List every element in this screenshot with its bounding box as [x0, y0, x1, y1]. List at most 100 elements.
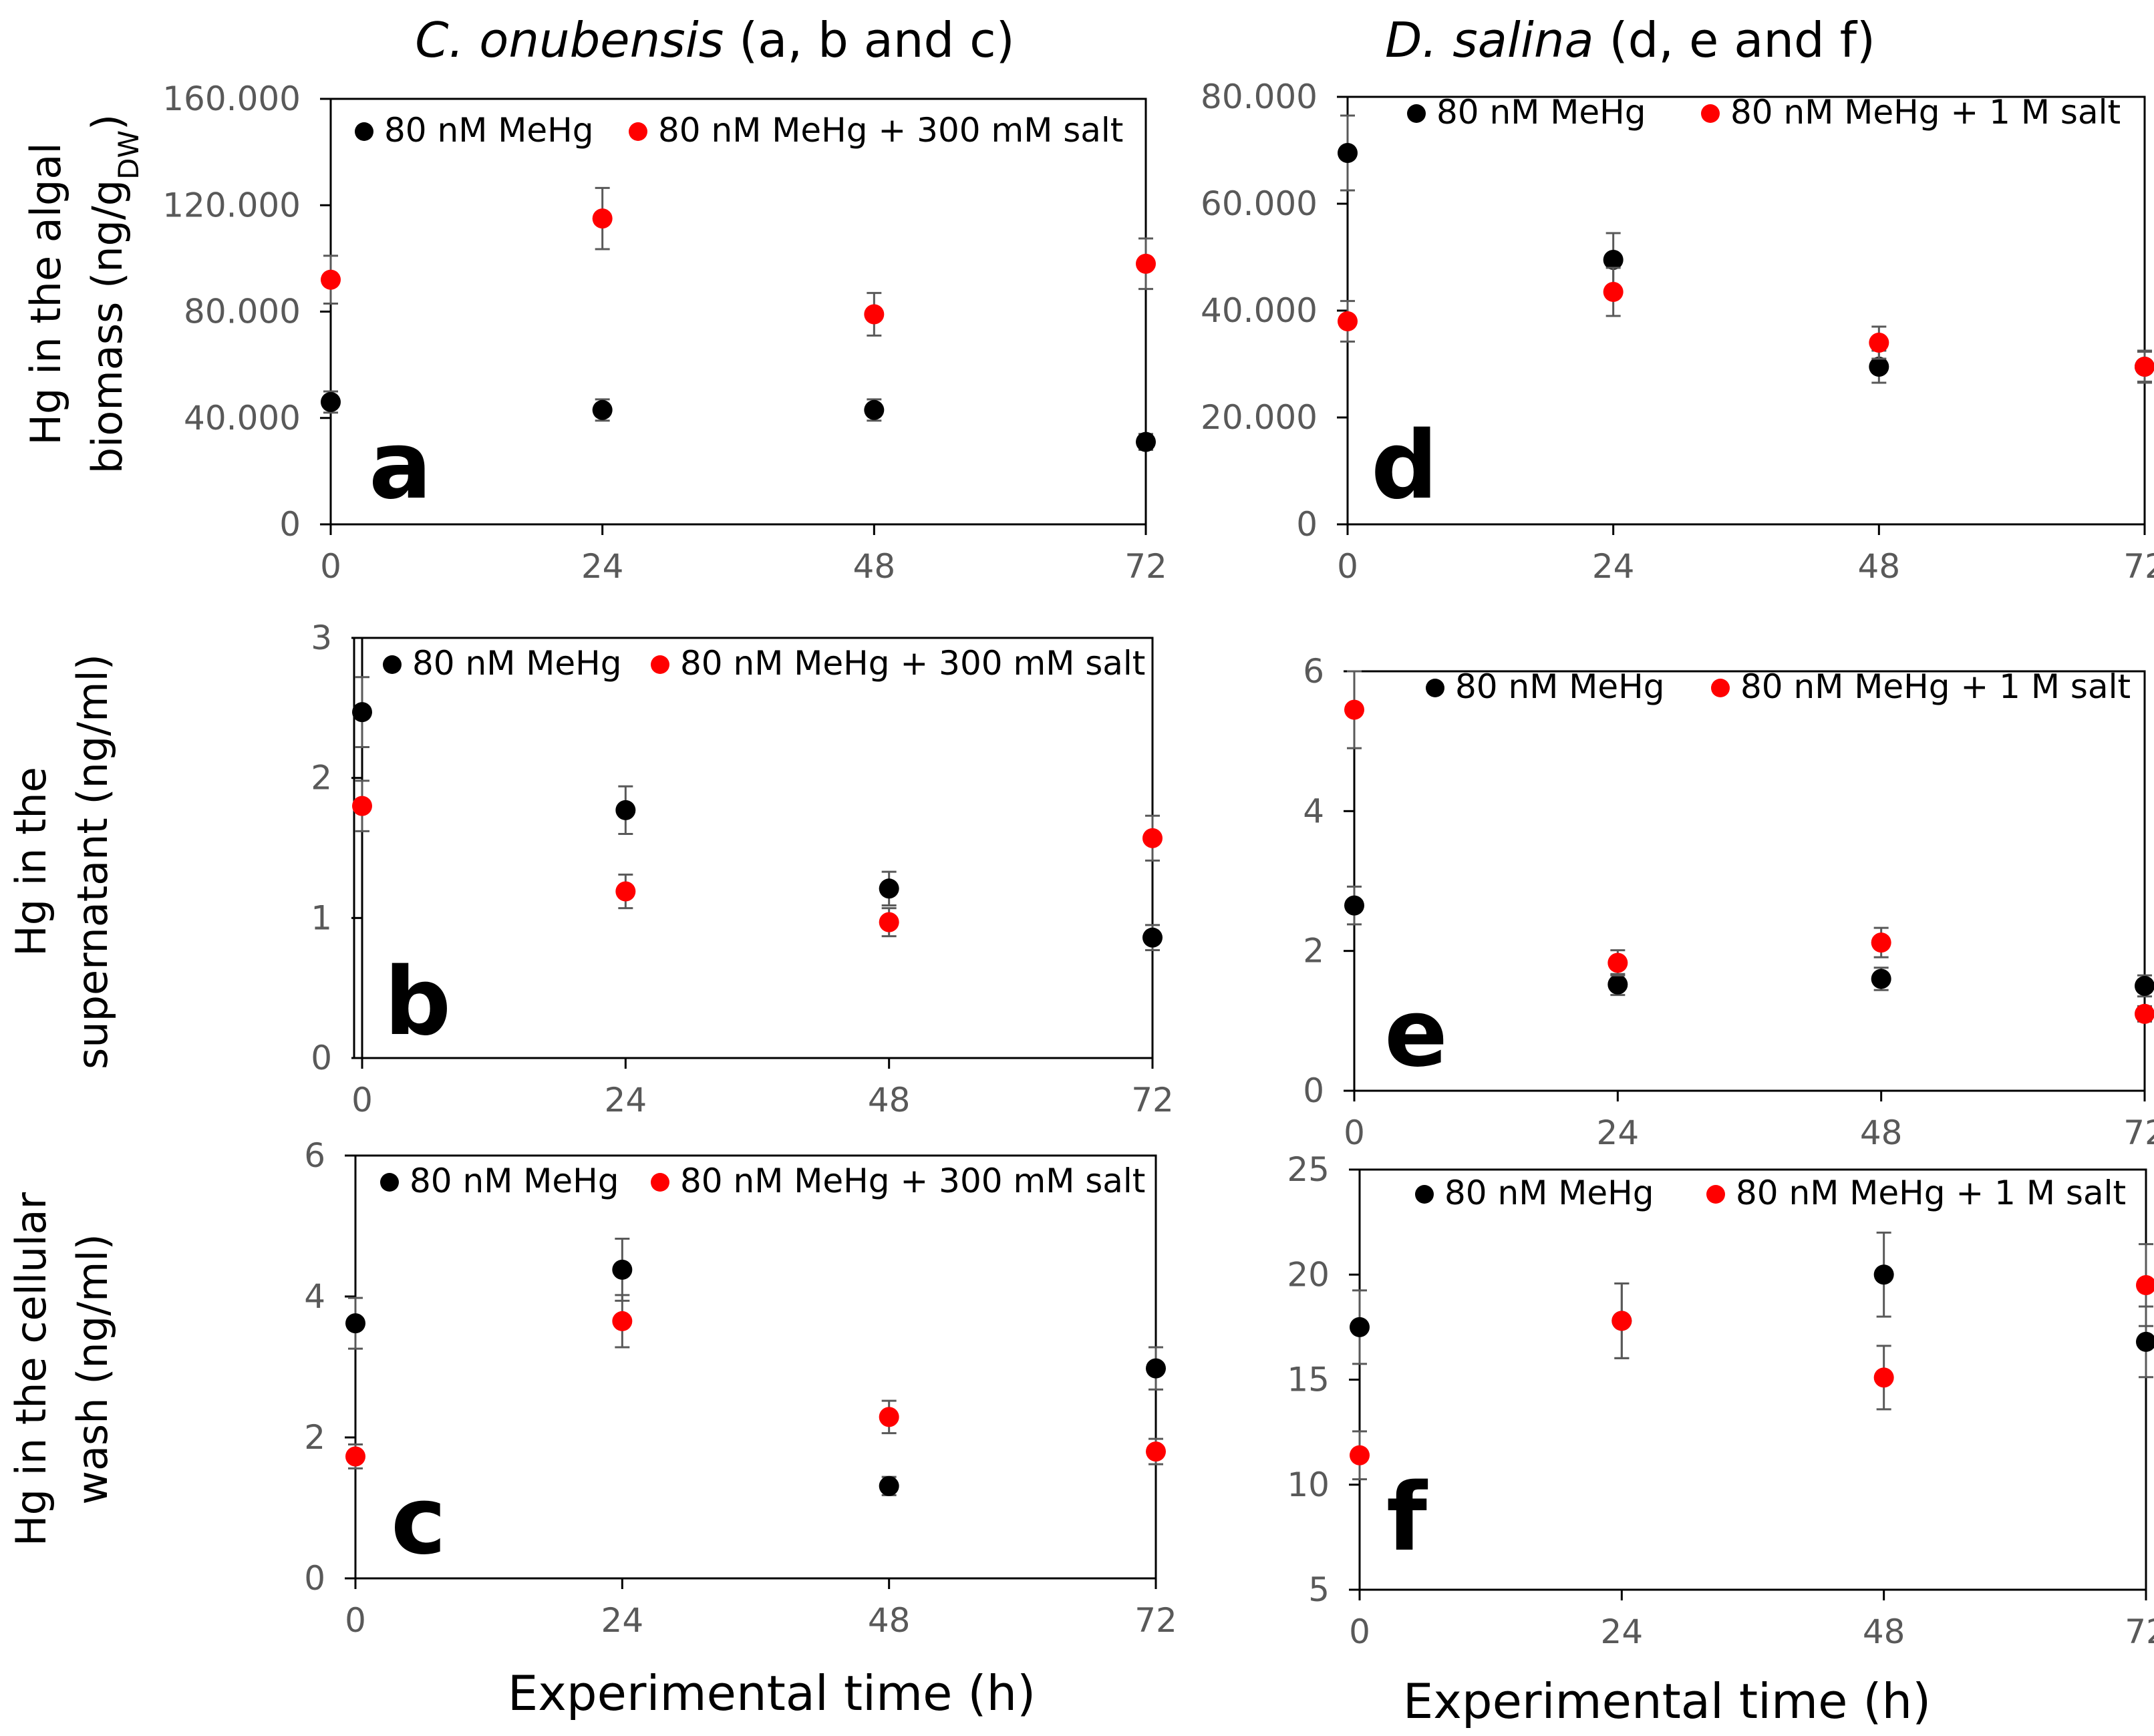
y-tick-label: 0 [279, 505, 301, 544]
plot-frame [1346, 96, 2146, 526]
x-tick-label: 0 [351, 1081, 373, 1119]
series-black [345, 1237, 1166, 1497]
y-tick-label: 3 [311, 619, 332, 657]
data-point [352, 796, 372, 816]
plot-frame [329, 98, 1147, 526]
data-point [1607, 974, 1628, 995]
legend-label: 80 nM MeHg [384, 111, 593, 150]
panel-letter: a [369, 411, 432, 520]
series-black [1338, 114, 2154, 384]
legend-label: 80 nM MeHg [1444, 1174, 1654, 1212]
data-point [879, 912, 899, 932]
data-point [592, 399, 613, 420]
data-point [1350, 1445, 1370, 1465]
ylabel-supernatant-line1: Hg in the [7, 767, 55, 957]
y-tick-label: 20 [1287, 1255, 1330, 1294]
data-point [1350, 1317, 1370, 1337]
legend-label: 80 nM MeHg [1436, 93, 1646, 132]
legend-label: 80 nM MeHg [410, 1162, 619, 1200]
data-point [1136, 431, 1156, 452]
x-tick-label: 48 [1863, 1612, 1905, 1651]
panel-letter: e [1384, 979, 1448, 1088]
y-tick-label: 5 [1308, 1570, 1330, 1609]
legend-label: 80 nM MeHg + 300 mM salt [658, 111, 1123, 150]
data-point [612, 1311, 633, 1331]
data-point [1344, 699, 1364, 720]
data-point [1338, 143, 1358, 163]
y-tick-label: 80.000 [184, 293, 301, 331]
y-tick-label: 1 [311, 898, 332, 937]
panel-f: 5 10 15 20 25 0 24 48 72 80 nM MeHg 80 nM MeHg + 1… [1287, 1150, 2154, 1651]
y-tick-label: 0 [304, 1559, 325, 1598]
x-tick-label: 72 [1134, 1601, 1177, 1640]
data-point [2135, 976, 2154, 996]
legend: 80 nM MeHg 80 nM MeHg + 300 mM salt [355, 111, 1123, 150]
series-red [321, 186, 1156, 337]
x-tick-label: 72 [2123, 1113, 2154, 1152]
x-tick-label: 0 [320, 547, 341, 586]
ylabel-wash-line1: Hg in the cellular [7, 1192, 55, 1546]
x-tick-label: 24 [1597, 1113, 1640, 1152]
data-point [1871, 969, 1891, 989]
legend-marker [1407, 104, 1426, 123]
x-tick-label: 48 [853, 547, 896, 586]
data-point [1146, 1441, 1166, 1462]
legend-marker [1415, 1185, 1434, 1204]
y-tick-label: 6 [304, 1136, 325, 1175]
series-black [321, 390, 1156, 452]
ylabel-biomass-line2: biomass (ng/gDW) [83, 114, 145, 474]
legend: 80 nM MeHg 80 nM MeHg + 300 mM salt [383, 644, 1145, 683]
data-point [1873, 1264, 1894, 1285]
legend-label: 80 nM MeHg [412, 644, 621, 683]
legend: 80 nM MeHg 80 nM MeHg + 300 mM salt [380, 1162, 1145, 1200]
x-tick-label: 24 [581, 547, 624, 586]
y-tick-label: 60.000 [1201, 184, 1318, 223]
x-tick-label: 72 [1131, 1081, 1174, 1119]
y-tick-label: 2 [1303, 932, 1324, 971]
data-point [1338, 311, 1358, 331]
legend-marker [383, 655, 402, 674]
panel-b: 0 1 2 3 0 24 48 72 80 nM MeHg 80 nM MeHg + 300 mM… [311, 619, 1174, 1119]
y-tick-label: 40.000 [184, 399, 301, 438]
series-red [1350, 1243, 2154, 1481]
data-point [1871, 932, 1891, 953]
ylabel-supernatant: Hg in the supernatant (ng/ml) [7, 654, 117, 1069]
data-point [879, 1407, 899, 1427]
legend: 80 nM MeHg 80 nM MeHg + 1 M salt [1407, 93, 2121, 132]
y-tick-label: 10 [1287, 1465, 1330, 1504]
x-tick-label: 72 [2123, 547, 2154, 586]
data-point [864, 304, 885, 325]
legend-label: 80 nM MeHg [1455, 667, 1664, 706]
y-tick-label: 6 [1303, 652, 1324, 691]
series-black [1344, 885, 2154, 998]
series-red [345, 1294, 1166, 1469]
data-point [2136, 1331, 2154, 1352]
x-tick-label: 0 [1337, 547, 1358, 586]
data-point [1869, 357, 1889, 377]
legend-marker [1711, 679, 1730, 697]
y-tick-label: 20.000 [1201, 398, 1318, 437]
panel-letter: c [391, 1467, 446, 1576]
series-black [1350, 1231, 2154, 1379]
plot-frame [1358, 1168, 2147, 1591]
data-point [1873, 1367, 1894, 1388]
x-tick-label: 48 [1860, 1113, 1903, 1152]
x-tick-label: 48 [868, 1601, 911, 1640]
column-title-c-onubensis: C. onubensis (a, b and c) [415, 12, 1015, 68]
data-point [1603, 250, 1624, 270]
panel-letter: d [1371, 411, 1438, 520]
x-tick-label: 72 [1124, 547, 1167, 586]
y-tick-label: 4 [1303, 792, 1324, 830]
data-point [345, 1313, 365, 1334]
ylabel-wash: Hg in the cellular wash (ng/ml) [7, 1192, 117, 1546]
y-tick-label: 0 [1303, 1071, 1324, 1110]
x-tick-label: 72 [2125, 1612, 2154, 1651]
data-point [321, 391, 341, 412]
ylabel-biomass: Hg in the algal biomass (ng/gDW) [21, 114, 145, 474]
panel-letter: f [1386, 1463, 1428, 1572]
x-tick-label: 48 [868, 1081, 911, 1119]
data-point [612, 1259, 633, 1280]
data-point [1607, 952, 1628, 973]
y-tick-label: 2 [311, 759, 332, 798]
